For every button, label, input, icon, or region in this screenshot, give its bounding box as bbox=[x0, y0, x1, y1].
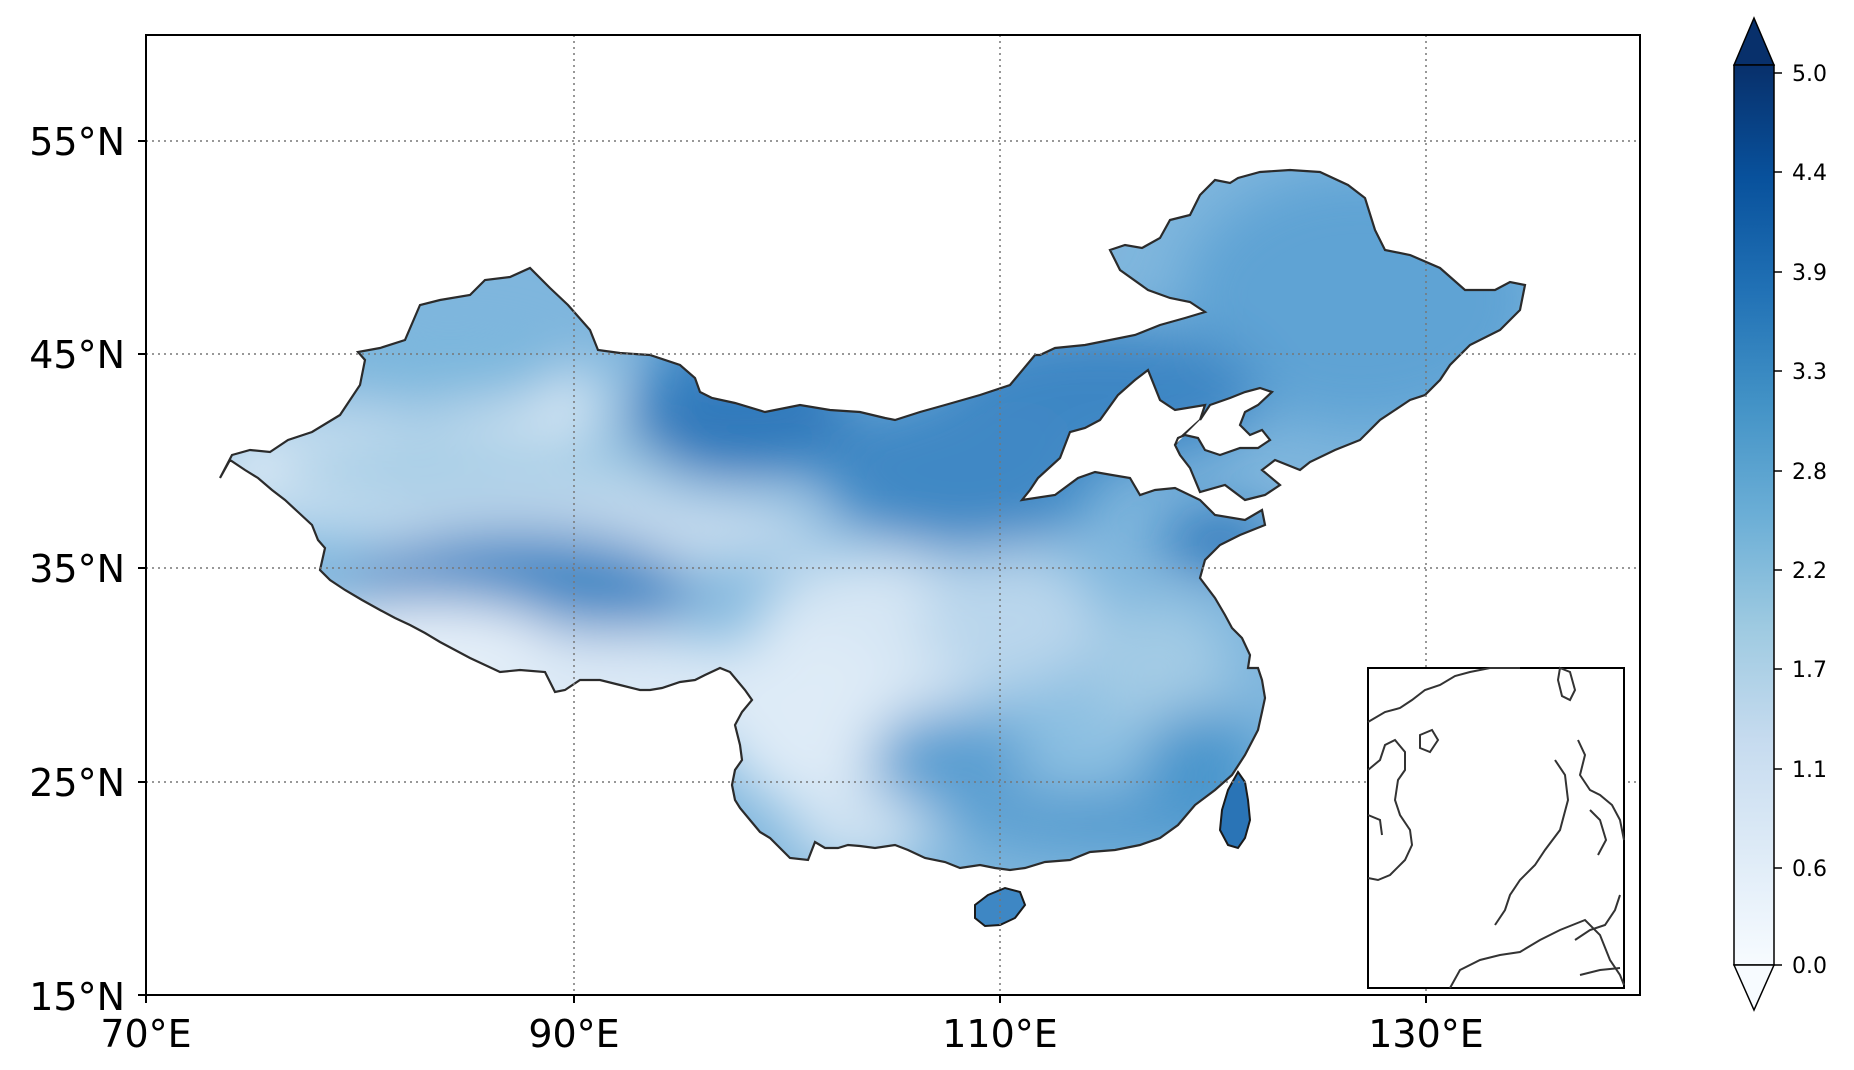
colorbar-tick-label: 0.0 bbox=[1792, 954, 1827, 979]
colorbar-tick-label: 5.0 bbox=[1792, 62, 1827, 87]
lat-tick-label: 55°N bbox=[29, 120, 125, 164]
lon-tick-label: 130°E bbox=[1368, 1012, 1484, 1056]
lon-tick-label: 110°E bbox=[942, 1012, 1058, 1056]
lat-axis: 55°N 45°N 35°N 25°N 15°N bbox=[29, 120, 146, 1019]
colorbar-tick-label: 3.9 bbox=[1792, 261, 1827, 286]
lon-tick-label: 90°E bbox=[528, 1012, 619, 1056]
colorbar-extend-low bbox=[1732, 964, 1776, 1012]
south-china-sea-inset bbox=[1367, 666, 1625, 989]
colorbar-gradient bbox=[1733, 64, 1775, 966]
map-frame bbox=[145, 34, 1641, 996]
colorbar-tick-label: 2.8 bbox=[1792, 460, 1827, 485]
lat-tick-label: 15°N bbox=[29, 975, 125, 1019]
colorbar-tick-label: 1.7 bbox=[1792, 658, 1827, 683]
colorbar-extend-high bbox=[1732, 16, 1776, 66]
lat-tick-label: 35°N bbox=[29, 547, 125, 591]
taiwan-island bbox=[1218, 770, 1252, 850]
colorbar-tick-label: 4.4 bbox=[1792, 161, 1827, 186]
lon-axis: 70°E 90°E 110°E 130°E bbox=[100, 995, 1484, 1056]
lon-tick-label: 70°E bbox=[100, 1012, 191, 1056]
lat-tick-label: 25°N bbox=[29, 761, 125, 805]
lat-tick-label: 45°N bbox=[29, 333, 125, 377]
colorbar-tick-label: 0.6 bbox=[1792, 857, 1827, 882]
bohai-sea bbox=[1173, 386, 1275, 457]
colorbar-tick-label: 1.1 bbox=[1792, 758, 1827, 783]
colorbar-tick-label: 2.2 bbox=[1792, 559, 1827, 584]
colorbar-tick-label: 3.3 bbox=[1792, 360, 1827, 385]
colorbar: 5.0 4.4 3.9 3.3 2.8 2.2 1.7 1.1 0.6 0.0 bbox=[1732, 16, 1827, 1012]
